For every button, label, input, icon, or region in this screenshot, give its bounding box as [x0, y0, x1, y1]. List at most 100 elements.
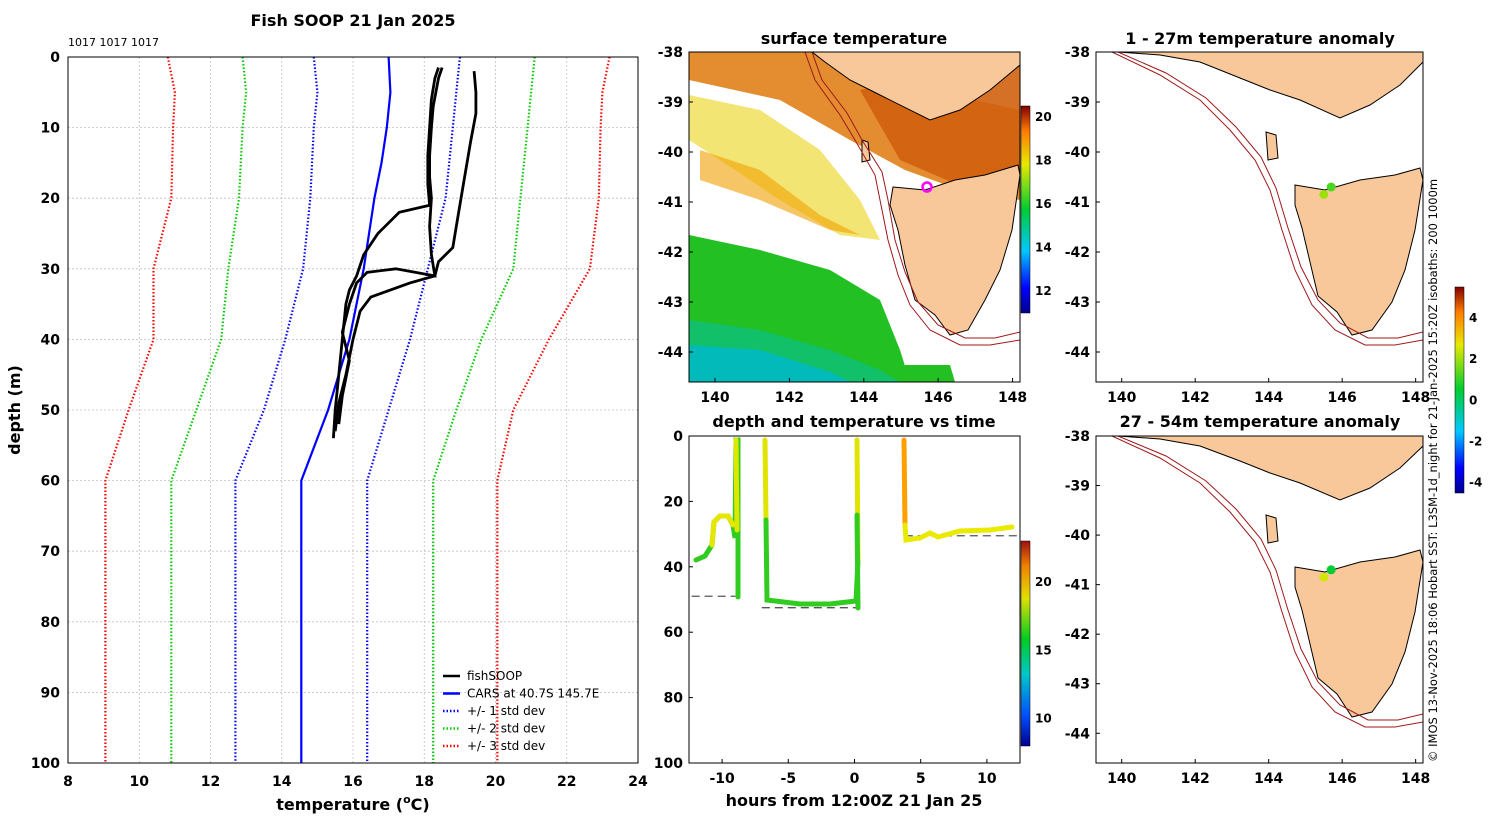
anomaly-deep-y-tick-label: -41	[1065, 578, 1090, 594]
profile-series-line	[234, 57, 319, 763]
anomaly-colorbar-tick-label: -4	[1469, 476, 1482, 490]
profile-legend: fishSOOP CARS at 40.7S 145.7E +/- 1 std de…	[443, 669, 599, 753]
anomaly-shallow-y-tick-label: -44	[1065, 345, 1091, 361]
profile-x-label: temperature (oC)	[276, 793, 429, 814]
sst-y-tick-label: -40	[658, 145, 684, 161]
anomaly-shallow-title: 1 - 27m temperature anomaly	[1125, 29, 1395, 48]
anomaly-deep-axes-box	[1095, 435, 1424, 764]
sst-isobath-200	[804, 52, 1020, 346]
profile-y-label: depth (m)	[5, 365, 24, 455]
time-y-tick-label: 0	[673, 429, 683, 445]
anomaly-shallow-x-tick-label: 140	[1107, 390, 1136, 406]
sst-y-tick-label: -42	[658, 245, 683, 261]
anomaly-shallow-point	[1319, 190, 1329, 199]
anomaly-shallow-point	[1326, 182, 1336, 192]
anomaly-shallow-y-tick-label: -40	[1065, 145, 1091, 161]
anomaly-deep-x-tick-label: 148	[1401, 771, 1430, 787]
anomaly-colorbar-tick-label: -2	[1469, 435, 1482, 449]
anomaly-shallow-x-tick-label: 148	[1401, 390, 1430, 406]
profile-y-tick-label: 70	[41, 544, 61, 560]
time-y-tick-label: 80	[664, 691, 684, 707]
anomaly-deep-x-tick-label: 142	[1181, 771, 1210, 787]
sst-colorbar	[1020, 105, 1031, 314]
time-x-tick-label: 10	[977, 771, 997, 787]
anomaly-shallow-y-tick-label: -41	[1065, 195, 1090, 211]
time-x-tick-label: 5	[916, 771, 926, 787]
time-y-tick-label: 100	[654, 756, 683, 772]
anomaly-shallow-y-tick-label: -42	[1065, 245, 1090, 261]
profile-y-tick-label: 0	[50, 50, 60, 66]
time-colorbar-tick-label: 10	[1035, 712, 1052, 726]
profile-y-tick-label: 30	[41, 262, 61, 278]
time-y-tick-label: 60	[664, 625, 684, 641]
time-colorbar-tick-label: 15	[1035, 643, 1052, 657]
profile-plot: Fish SOOP 21 Jan 2025 1017 1017 1017 8 10…	[5, 11, 648, 814]
profile-x-tick-label: 16	[343, 774, 362, 790]
sst-colorbar-tick-label: 12	[1035, 284, 1052, 298]
profile-x-tick-label: 10	[130, 774, 150, 790]
sst-y-tick-label: -38	[658, 45, 683, 61]
anomaly-deep-x-tick-label: 140	[1107, 771, 1136, 787]
profile-x-tick-label: 20	[486, 774, 506, 790]
time-x-tick-label: -5	[781, 771, 797, 787]
anomaly-shallow-axes-box	[1095, 51, 1424, 383]
anomaly-deep-y-tick-label: -42	[1065, 627, 1090, 643]
profile-series-line	[337, 67, 444, 425]
profile-y-tick-label: 60	[41, 474, 61, 490]
profile-y-tick-label: 10	[41, 121, 61, 137]
anomaly-deep-y-tick-label: -38	[1065, 429, 1090, 445]
profile-y-tick-label: 90	[41, 685, 61, 701]
sst-isobath-1000	[811, 52, 1020, 339]
profile-x-tick-label: 22	[557, 774, 576, 790]
sst-location-marker	[921, 181, 933, 193]
anomaly-map-shallow: 1 - 27m temperature anomaly 140 142 144 146…	[1065, 29, 1431, 406]
anomaly-deep-y-tick-label: -43	[1065, 677, 1090, 693]
profile-series-line	[333, 70, 478, 432]
sst-map-axes-box	[688, 51, 1021, 383]
anomaly-colorbar-tick-label: 0	[1469, 393, 1477, 407]
anomaly-map-deep: 27 - 54m temperature anomaly 140 142 144 14…	[1065, 412, 1431, 787]
profile-y-tick-label: 80	[41, 615, 61, 631]
sst-land	[811, 52, 1020, 336]
sst-y-tick-label: -43	[658, 295, 683, 311]
sst-x-tick-label: 144	[849, 390, 878, 406]
anomaly-deep-title: 27 - 54m temperature anomaly	[1120, 412, 1401, 431]
sst-map-title: surface temperature	[761, 29, 948, 48]
profile-y-tick-label: 50	[41, 403, 61, 419]
anomaly-shallow-map-body	[1096, 52, 1423, 382]
legend-label: +/- 3 std dev	[467, 739, 545, 753]
profile-x-tick-label: 24	[628, 774, 648, 790]
profile-x-tick-label: 14	[272, 774, 292, 790]
profile-x-tick-label: 18	[415, 774, 434, 790]
profile-series-line	[104, 57, 177, 763]
anomaly-colorbar	[1454, 286, 1465, 494]
profile-y-tick-label: 100	[31, 756, 60, 772]
time-plot-profiles	[693, 437, 1015, 611]
time-colorbar-tick-label: 20	[1035, 575, 1052, 589]
sst-x-tick-label: 146	[924, 390, 953, 406]
sst-y-tick-label: -39	[658, 95, 683, 111]
legend-label: +/- 1 std dev	[467, 704, 545, 718]
sst-x-tick-label: 142	[775, 390, 804, 406]
profile-series-line	[300, 57, 392, 763]
anomaly-deep-point	[1319, 572, 1329, 582]
time-x-tick-label: 0	[850, 771, 860, 787]
profile-title: Fish SOOP 21 Jan 2025	[251, 11, 456, 30]
side-note: © IMOS 13-Nov-2025 18:06 Hobart SST: L3S…	[1426, 179, 1440, 762]
anomaly-deep-y-tick-label: -40	[1065, 528, 1091, 544]
profile-y-tick-label: 40	[41, 332, 61, 348]
profile-x-tick-label: 8	[63, 774, 73, 790]
sst-colorbar-tick-label: 18	[1035, 153, 1052, 167]
anomaly-shallow-y-tick-label: -39	[1065, 95, 1090, 111]
profile-y-tick-label: 20	[41, 191, 61, 207]
time-colorbar	[1020, 540, 1031, 747]
sst-x-tick-label: 148	[998, 390, 1027, 406]
time-y-tick-label: 20	[664, 494, 684, 510]
legend-label: fishSOOP	[467, 669, 522, 683]
time-plot-x-label: hours from 12:00Z 21 Jan 25	[726, 791, 983, 810]
sst-colorbar-tick-label: 14	[1035, 241, 1052, 255]
anomaly-deep-y-tick-label: -39	[1065, 479, 1090, 495]
sst-colorbar-tick-label: 20	[1035, 110, 1052, 124]
time-plot-title: depth and temperature vs time	[712, 412, 995, 431]
